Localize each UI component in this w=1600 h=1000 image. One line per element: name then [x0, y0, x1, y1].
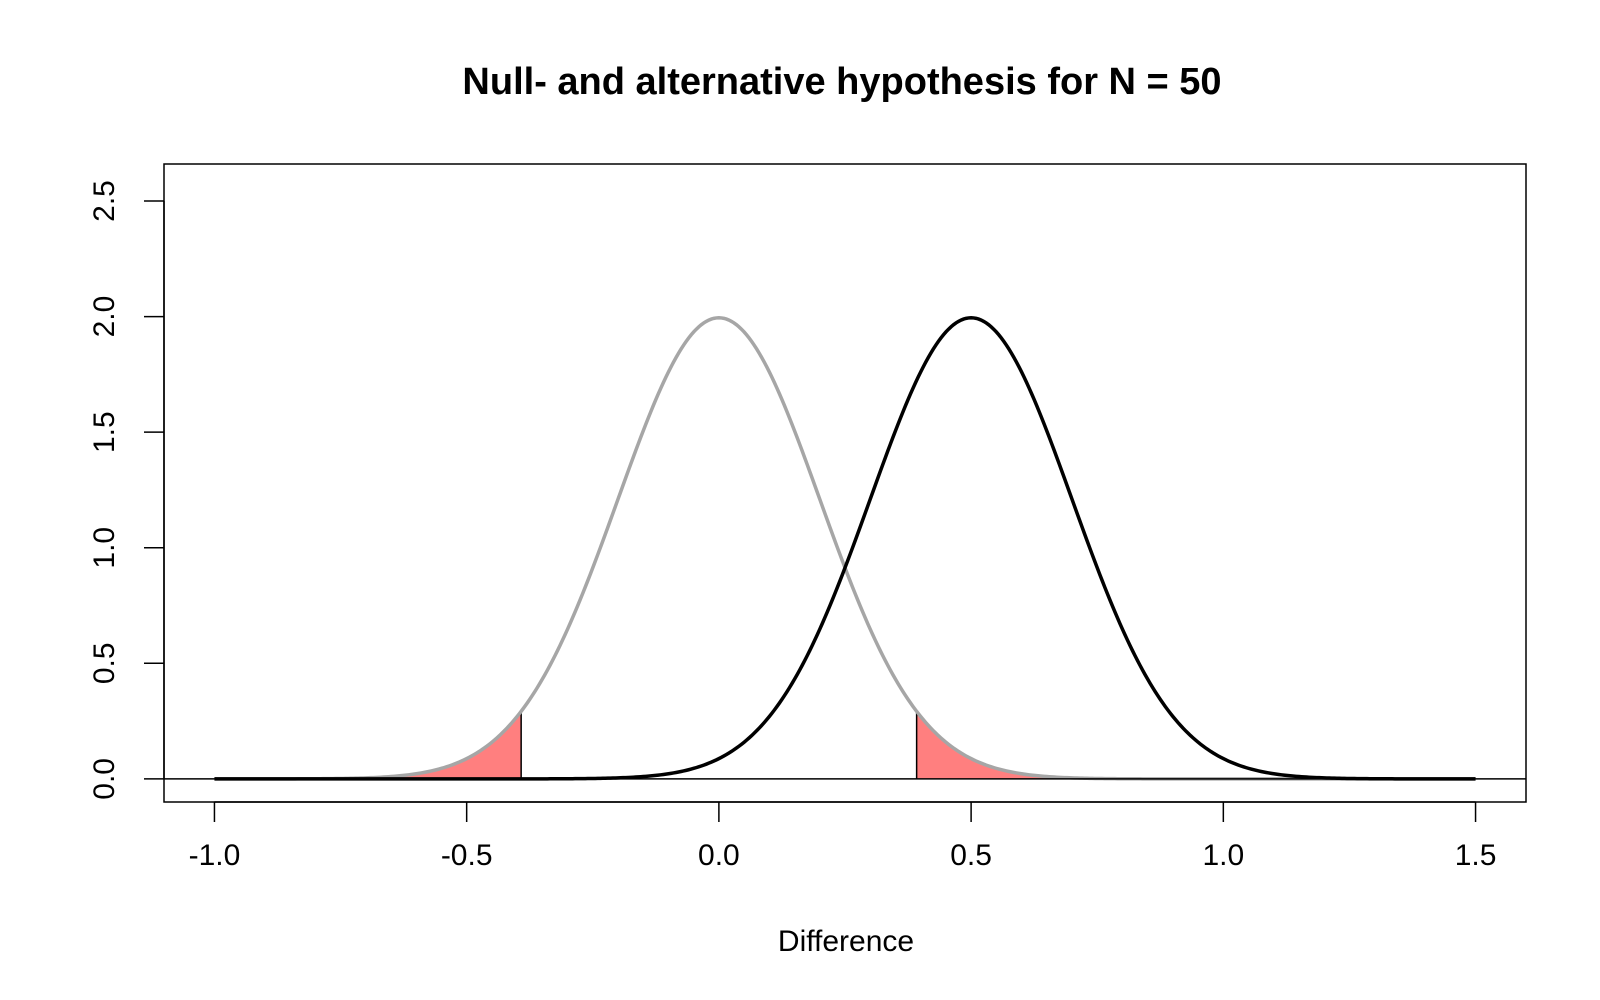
x-axis-label: Difference — [778, 925, 914, 958]
y-tick-label: 0.0 — [88, 758, 121, 800]
y-tick-label: 0.5 — [88, 642, 121, 684]
rejection-regions — [214, 711, 1476, 779]
x-tick-label: -0.5 — [441, 839, 493, 872]
x-tick-label: 0.5 — [950, 839, 992, 872]
x-axis: -1.0 -0.5 0.0 0.5 1.0 1.5 — [189, 801, 1497, 872]
y-tick-label: 2.5 — [88, 180, 121, 222]
density-curves — [214, 316, 1476, 781]
y-tick-label: 1.0 — [88, 527, 121, 569]
alternative-hypothesis-curve — [214, 316, 1476, 781]
y-tick-label: 2.0 — [88, 296, 121, 338]
x-tick-label: 1.5 — [1455, 839, 1497, 872]
x-tick-label: 0.0 — [698, 839, 740, 872]
rejection-region-left — [214, 711, 522, 779]
x-tick-label: -1.0 — [189, 839, 241, 872]
x-tick-label: 1.0 — [1202, 839, 1244, 872]
chart-title: Null- and alternative hypothesis for N =… — [462, 61, 1221, 103]
plot-frame — [163, 163, 1527, 803]
y-tick-label: 1.5 — [88, 411, 121, 453]
null-hypothesis-curve — [214, 316, 1476, 781]
y-axis: 0.0 0.5 1.0 1.5 2.0 2.5 — [88, 180, 165, 800]
rejection-region-right — [916, 711, 1476, 779]
